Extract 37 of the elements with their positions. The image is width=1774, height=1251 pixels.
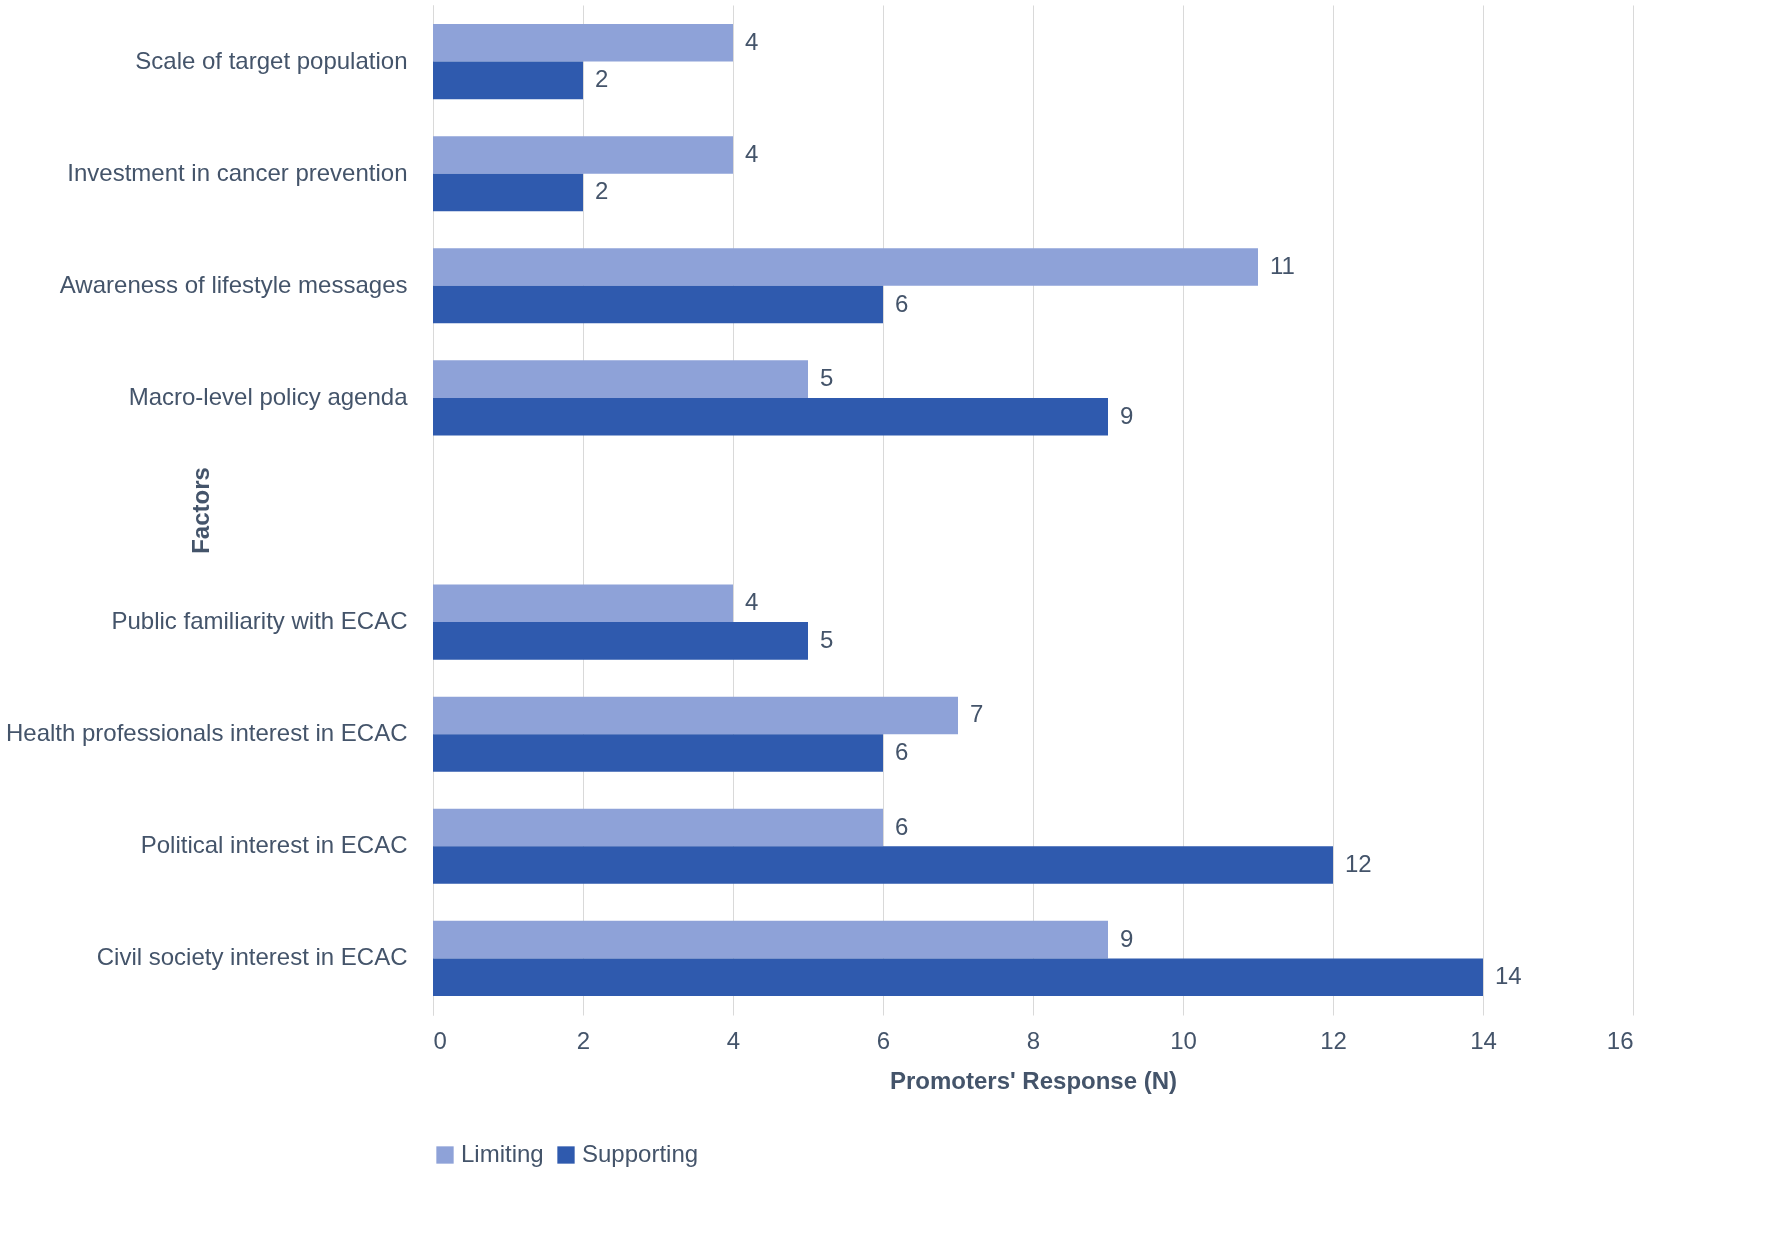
y-axis-title: Factors (186, 467, 214, 554)
data-label: 6 (895, 289, 909, 317)
legend-label: Supporting (582, 1140, 699, 1167)
x-tick-label: 0 (433, 1026, 447, 1054)
data-label: 5 (820, 625, 834, 653)
x-tick-label: 10 (1170, 1026, 1197, 1054)
x-tick-label: 14 (1470, 1026, 1497, 1054)
data-label: 11 (1270, 252, 1295, 280)
y-tick-label: Scale of target population (135, 46, 408, 74)
x-tick-label: 16 (1606, 1026, 1634, 1054)
data-label: 12 (1345, 850, 1372, 878)
y-tick-label: Political interest in ECAC (140, 831, 408, 859)
y-tick-label: Awareness of lifestyle messages (59, 270, 408, 298)
y-tick-label: Health professionals interest in ECAC (5, 719, 408, 747)
data-label: 2 (595, 177, 609, 205)
data-label: 4 (745, 588, 759, 616)
legend-label: Limiting (461, 1140, 544, 1167)
x-axis-title: Promoters' Response (N) (889, 1066, 1178, 1094)
y-tick-label: Macro-level policy agenda (128, 382, 409, 410)
x-tick-label: 2 (576, 1026, 591, 1054)
data-label: 4 (745, 139, 759, 167)
data-label: 4 (745, 27, 759, 55)
y-tick-label: Public familiarity with ECAC (111, 607, 408, 635)
data-label: 2 (595, 65, 609, 93)
x-tick-label: 8 (1026, 1026, 1041, 1054)
data-label: 6 (895, 737, 909, 765)
y-tick-label: Investment in cancer prevention (67, 158, 408, 186)
data-label: 14 (1495, 962, 1522, 990)
x-tick-label: 4 (726, 1026, 741, 1054)
data-label: 5 (820, 364, 834, 392)
data-label: 9 (1120, 924, 1134, 952)
x-tick-label: 6 (876, 1026, 891, 1054)
data-label: 9 (1120, 401, 1134, 429)
data-label: 6 (895, 812, 909, 840)
data-label: 7 (970, 700, 984, 728)
x-tick-label: 12 (1320, 1026, 1347, 1054)
y-tick-label: Civil society interest in ECAC (96, 943, 408, 971)
